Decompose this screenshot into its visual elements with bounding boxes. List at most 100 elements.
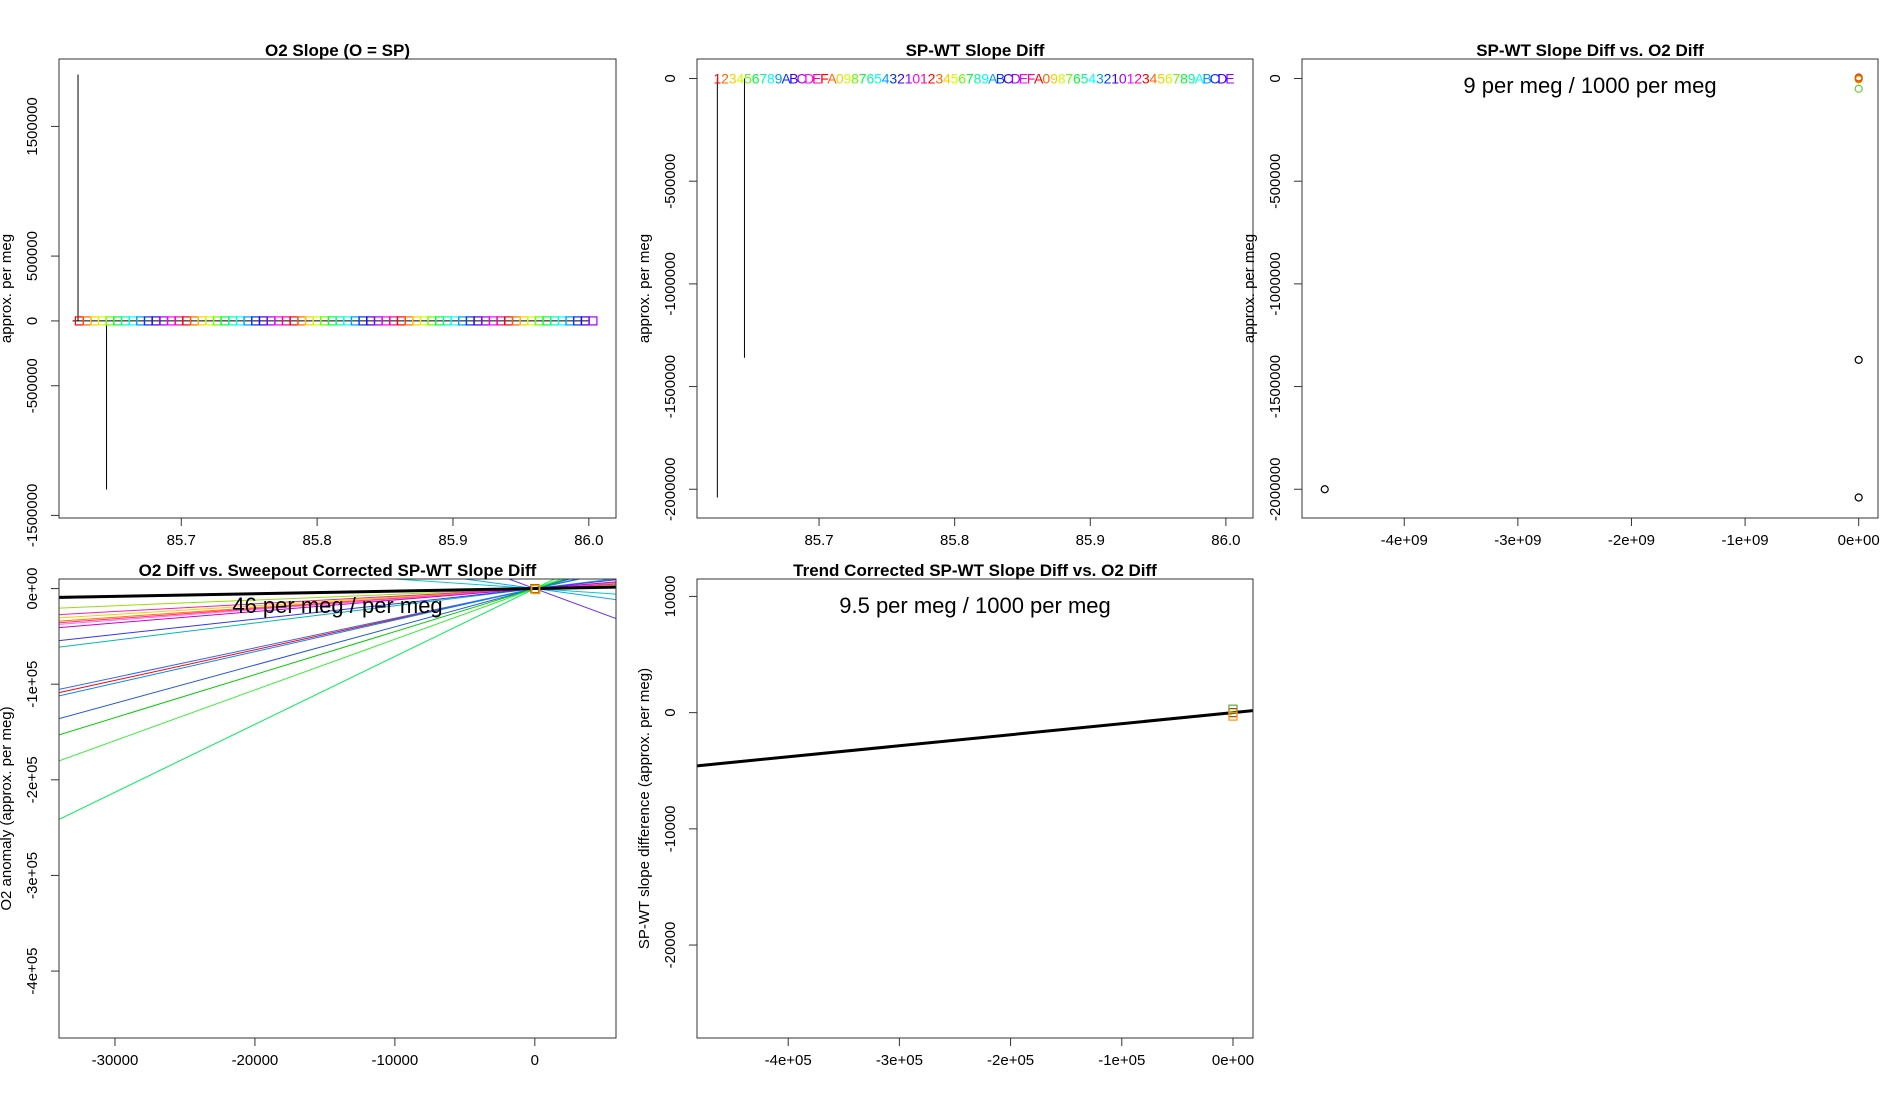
x-tick-label: -1e+05 [1098,1052,1145,1069]
plot-area [59,579,616,820]
y-tick-label: 0 [24,317,41,325]
x-tick-label: 0e+00 [1838,532,1880,549]
data-point [1228,704,1238,714]
data-point: 2 [928,71,936,87]
data-point: 5 [1081,71,1089,87]
x-tick-label: 85.9 [1076,532,1105,549]
data-point: F [820,71,829,87]
x-tick-label: 0e+00 [1212,1052,1254,1069]
data-point: 6 [1073,71,1081,87]
x-tick-label: -1e+09 [1722,532,1769,549]
data-point: 8 [1058,71,1066,87]
y-tick-label: -1000000 [662,252,679,315]
y-tick-label: -500000 [24,358,41,413]
series-line [461,579,616,601]
slope-annotation: 46 per meg / per meg [232,593,442,618]
data-point [588,316,598,326]
data-point: B [996,71,1005,87]
data-point: C [1210,71,1220,87]
data-point: 0 [1119,71,1127,87]
data-point: D [804,71,814,87]
data-point: 4 [943,71,951,87]
data-point: 1 [713,71,721,87]
x-tick-label: 85.9 [438,532,467,549]
y-tick-label: -1500000 [24,484,41,547]
data-point: 4 [882,71,890,87]
y-tick-label: -500000 [1267,154,1284,209]
data-point: B [1202,71,1211,87]
data-point: E [1225,71,1234,87]
series-line [507,579,616,619]
plot-area [697,704,1253,768]
data-point: 1 [905,71,913,87]
series-line [59,579,568,736]
panel-p3: SP-WT Slope Diff vs. O2 Diff -4e+09 -3e+09… [1241,41,1880,549]
fit-line [59,585,616,599]
data-point: 6 [1165,71,1173,87]
panel-p1: O2 Slope (O = SP) 85.7 85.8 85.9 86.0 -150000… [0,41,617,549]
data-point: 3 [935,71,943,87]
data-point [1854,355,1863,364]
data-point: 2 [897,71,905,87]
data-point: 9 [775,71,783,87]
x-tick-label: 85.7 [804,532,833,549]
panel-p5: Trend Corrected SP-WT Slope Diff vs. O2 … [636,561,1254,1069]
data-point: 5 [951,71,959,87]
data-point: 5 [1157,71,1165,87]
data-point: 7 [859,71,867,87]
x-tick-label: -20000 [232,1052,279,1069]
x-tick-label: 85.8 [303,532,332,549]
plot-area [72,74,598,490]
chart-title: O2 Slope (O = SP) [265,41,410,60]
series-line [59,579,580,697]
data-point: 6 [752,71,760,87]
x-tick-label: 0 [531,1052,539,1069]
plot-frame [1301,58,1879,519]
data-point: B [789,71,798,87]
x-tick-label: -3e+09 [1494,532,1541,549]
data-point: 5 [874,71,882,87]
data-point: A [782,71,792,87]
data-point: 9 [1050,71,1058,87]
plot-frame [58,58,617,519]
plot-area [1320,73,1863,502]
y-tick-label: -500000 [662,154,679,209]
plot-frame [696,578,1254,1039]
slope-annotation: 9.5 per meg / 1000 per meg [839,593,1111,618]
data-point [1320,485,1329,494]
data-point [1854,493,1863,502]
x-tick-label: -4e+05 [765,1052,812,1069]
data-point: A [827,71,837,87]
x-tick-label: -2e+09 [1608,532,1655,549]
data-point [531,584,541,595]
data-point: 9 [844,71,852,87]
data-point: 0 [1042,71,1050,87]
data-point: 1 [1127,71,1135,87]
y-tick-label: 0 [662,74,679,82]
data-point: A [1195,71,1205,87]
y-tick-label: -1e+05 [24,661,41,708]
data-point: A [1034,71,1044,87]
data-point: F [1027,71,1036,87]
series-line [59,579,556,820]
x-tick-label: 86.0 [1211,532,1240,549]
y-tick-label: -1500000 [1267,355,1284,418]
panel-p4: O2 Diff vs. Sweepout Corrected SP-WT Slo… [0,561,617,1069]
data-point: A [988,71,998,87]
y-tick-label: -20000 [662,922,679,969]
data-point: 6 [866,71,874,87]
data-point: 8 [1180,71,1188,87]
chart-title: SP-WT Slope Diff vs. O2 Diff [1476,41,1704,60]
data-point: 4 [1088,71,1096,87]
y-tick-label: -2000000 [662,458,679,521]
y-axis-label: SP-WT slope difference (approx. per meg) [636,668,653,949]
series-line [59,579,563,762]
data-point [1228,711,1238,721]
data-point: 3 [1142,71,1150,87]
slope-annotation: 9 per meg / 1000 per meg [1463,73,1716,98]
data-point: 1 [920,71,928,87]
data-point: 8 [974,71,982,87]
y-tick-label: -10000 [662,805,679,852]
